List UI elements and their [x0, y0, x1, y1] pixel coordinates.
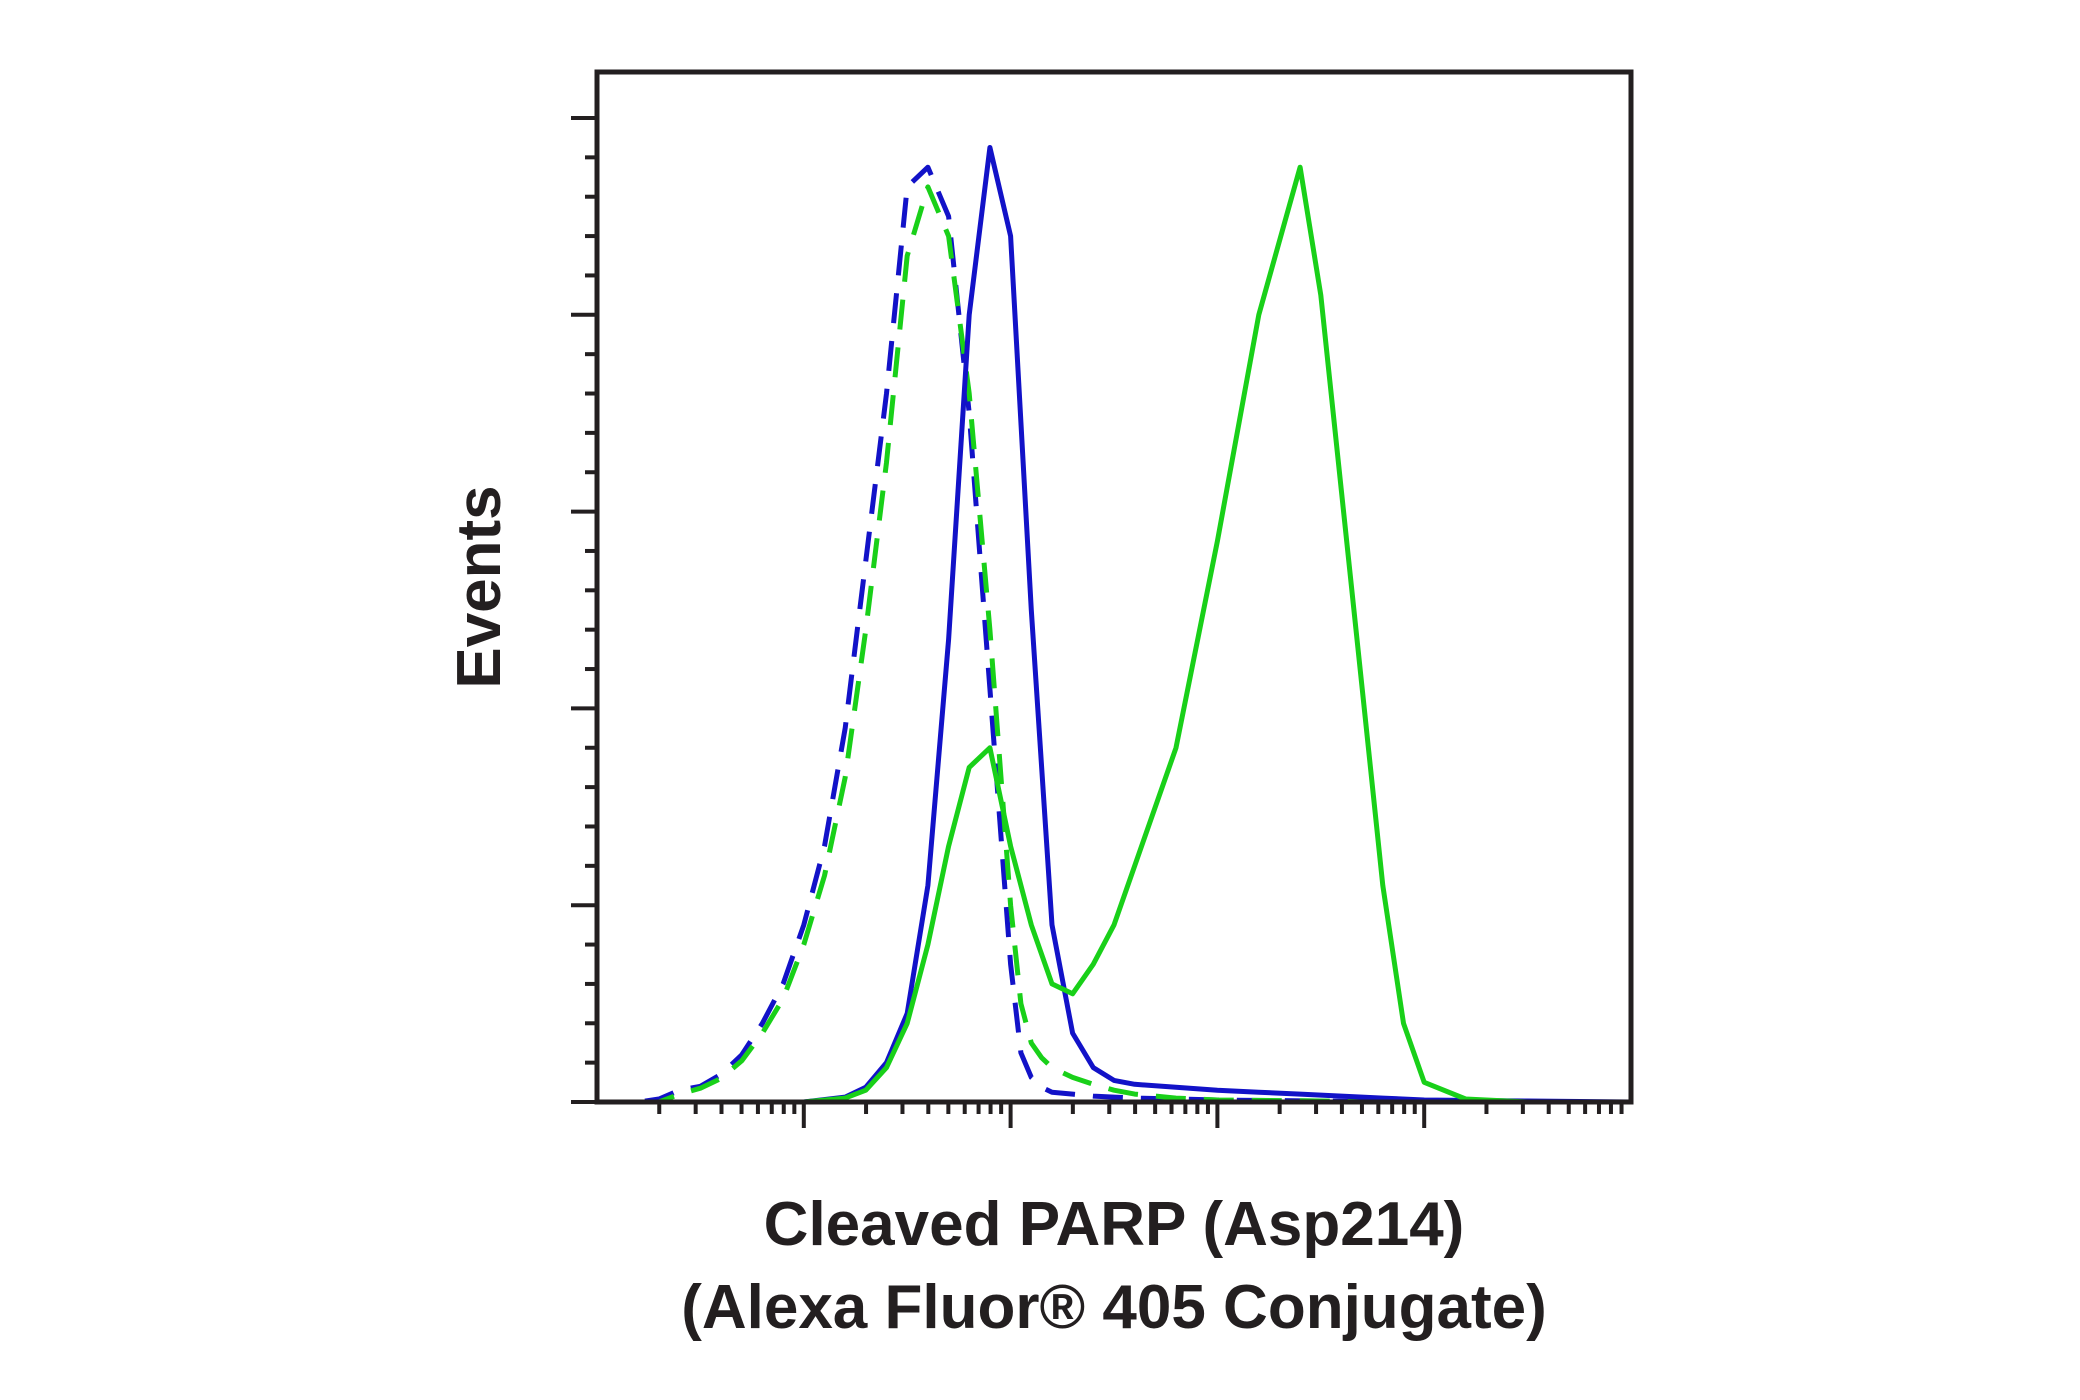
series-line-4	[597, 164, 1631, 1105]
x-axis-label-line1: Cleaved PARP (Asp214)	[764, 1190, 1465, 1259]
series-line-3	[597, 145, 1632, 1105]
y-axis-label: Events	[445, 485, 514, 688]
series-line-1	[597, 164, 1631, 1105]
x-axis-label-line2: (Alexa Fluor® 405 Conjugate)	[681, 1273, 1547, 1342]
plot-frame	[594, 69, 1634, 1105]
series-layer	[597, 145, 1632, 1105]
series-line-2	[597, 184, 1631, 1105]
axis-ticks	[571, 116, 1624, 1128]
